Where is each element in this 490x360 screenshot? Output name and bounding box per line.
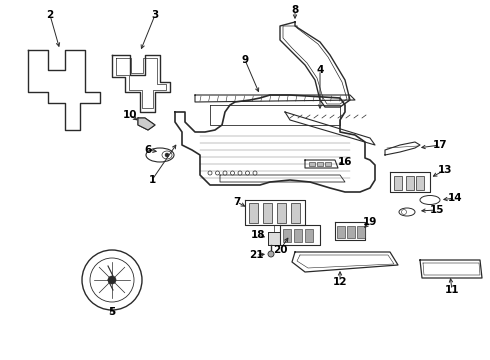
Bar [283, 229, 291, 242]
Text: 16: 16 [338, 157, 352, 167]
Text: 1: 1 [148, 175, 156, 185]
Ellipse shape [245, 171, 249, 175]
Ellipse shape [253, 171, 257, 175]
Bar [294, 229, 302, 242]
Ellipse shape [268, 251, 274, 257]
Bar [357, 226, 365, 238]
Text: 12: 12 [333, 277, 347, 287]
Polygon shape [268, 232, 280, 245]
Bar [305, 229, 313, 242]
Ellipse shape [420, 195, 440, 204]
Text: 5: 5 [108, 307, 116, 317]
Text: 7: 7 [233, 197, 241, 207]
Text: 9: 9 [242, 55, 248, 65]
Text: 18: 18 [251, 230, 265, 240]
Text: 10: 10 [123, 110, 137, 120]
Text: 8: 8 [292, 5, 298, 15]
Polygon shape [138, 118, 155, 130]
Bar [347, 226, 355, 238]
Text: 2: 2 [47, 10, 53, 20]
Ellipse shape [146, 148, 174, 162]
Text: 13: 13 [438, 165, 452, 175]
Ellipse shape [230, 171, 235, 175]
Text: 17: 17 [433, 140, 447, 150]
Bar [325, 162, 331, 166]
Ellipse shape [162, 151, 172, 159]
Bar [416, 176, 424, 190]
Ellipse shape [208, 171, 212, 175]
Text: 3: 3 [151, 10, 159, 20]
Ellipse shape [223, 171, 227, 175]
Ellipse shape [216, 171, 220, 175]
Ellipse shape [238, 171, 242, 175]
Text: 4: 4 [317, 65, 324, 75]
Bar [394, 176, 402, 190]
Bar [291, 203, 300, 223]
Bar [249, 203, 258, 223]
Text: 20: 20 [273, 245, 287, 255]
Text: 19: 19 [363, 217, 377, 227]
Text: 11: 11 [445, 285, 459, 295]
Ellipse shape [399, 208, 415, 216]
Bar [337, 226, 345, 238]
Text: 6: 6 [145, 145, 151, 155]
Bar [263, 203, 272, 223]
Ellipse shape [401, 210, 407, 215]
Ellipse shape [165, 153, 169, 157]
Bar [309, 162, 315, 166]
Text: 21: 21 [249, 250, 263, 260]
Circle shape [108, 276, 116, 284]
Text: 14: 14 [448, 193, 462, 203]
Bar [277, 203, 286, 223]
Text: 15: 15 [430, 205, 444, 215]
Bar [317, 162, 323, 166]
Bar [406, 176, 414, 190]
